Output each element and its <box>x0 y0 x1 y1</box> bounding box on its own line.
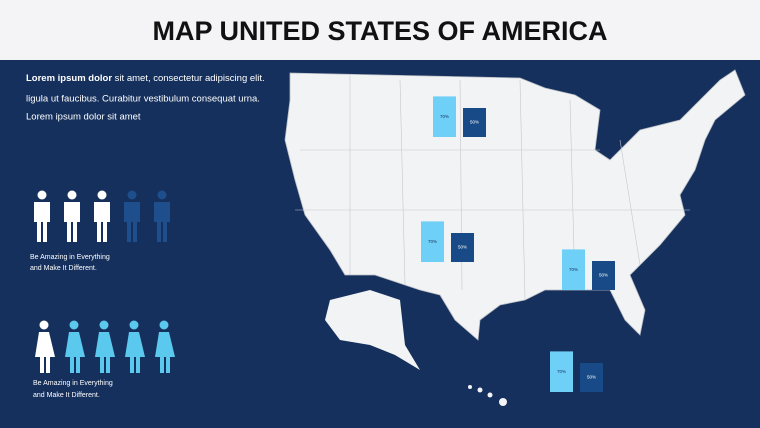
man-icon-head <box>37 190 47 200</box>
man-icon-body <box>94 202 110 242</box>
intro-bold: Lorem ipsum dolor <box>26 73 112 84</box>
woman-icon-body <box>65 332 85 373</box>
bar-label: 70% <box>557 369 566 374</box>
man-icon-body <box>64 202 80 242</box>
bar-label: 50% <box>599 273 608 278</box>
caption: Be Amazing in Everything <box>33 380 113 387</box>
man-icon-head <box>97 190 107 200</box>
us-map <box>284 69 746 341</box>
state-lines <box>295 75 690 301</box>
intro-line: ligula ut faucibus. Curabitur vestibulum… <box>26 94 260 105</box>
caption: and Make It Different. <box>33 392 100 399</box>
hawaii <box>468 385 507 406</box>
man-icon-head <box>127 190 137 200</box>
bar <box>562 249 585 290</box>
woman-icon-body <box>155 332 175 373</box>
bar-label: 50% <box>587 375 596 380</box>
woman-icon-body <box>125 332 145 373</box>
woman-icon-head <box>39 320 49 330</box>
intro-text: sit amet, consectetur adipiscing elit. <box>112 73 265 84</box>
intro-line: Lorem ipsum dolor sit amet <box>26 112 141 123</box>
title: MAP UNITED STATES OF AMERICA <box>152 16 607 46</box>
woman-icon-head <box>129 320 139 330</box>
bar <box>463 108 486 137</box>
woman-icon-head <box>99 320 109 330</box>
intro-line: Lorem ipsum dolor sit amet, consectetur … <box>26 73 265 84</box>
bar <box>592 261 615 290</box>
man-icon-body <box>34 202 50 242</box>
caption: Be Amazing in Everything <box>30 254 110 261</box>
woman-icon-head <box>69 320 79 330</box>
map-bars: 70% 50% 70% 50% 70% 50% 70% 50% <box>421 96 615 392</box>
bar-label: 70% <box>428 239 437 244</box>
bar-label: 70% <box>569 267 578 272</box>
bar <box>451 233 474 262</box>
bar-label: 70% <box>440 114 449 119</box>
man-icon-body <box>154 202 170 242</box>
woman-icon-body <box>35 332 55 373</box>
icons <box>34 190 175 373</box>
bar <box>580 363 603 392</box>
woman-icon-body <box>95 332 115 373</box>
man-icon-head <box>67 190 77 200</box>
bar <box>433 96 456 137</box>
woman-icon-head <box>159 320 169 330</box>
bar-label: 50% <box>458 245 467 250</box>
man-icon-body <box>124 202 140 242</box>
alaska <box>325 290 420 370</box>
caption: and Make It Different. <box>30 265 97 272</box>
bar-label: 50% <box>470 120 479 125</box>
man-icon-head <box>157 190 167 200</box>
header-bar <box>0 0 760 60</box>
bar <box>421 221 444 262</box>
bar <box>550 351 573 392</box>
